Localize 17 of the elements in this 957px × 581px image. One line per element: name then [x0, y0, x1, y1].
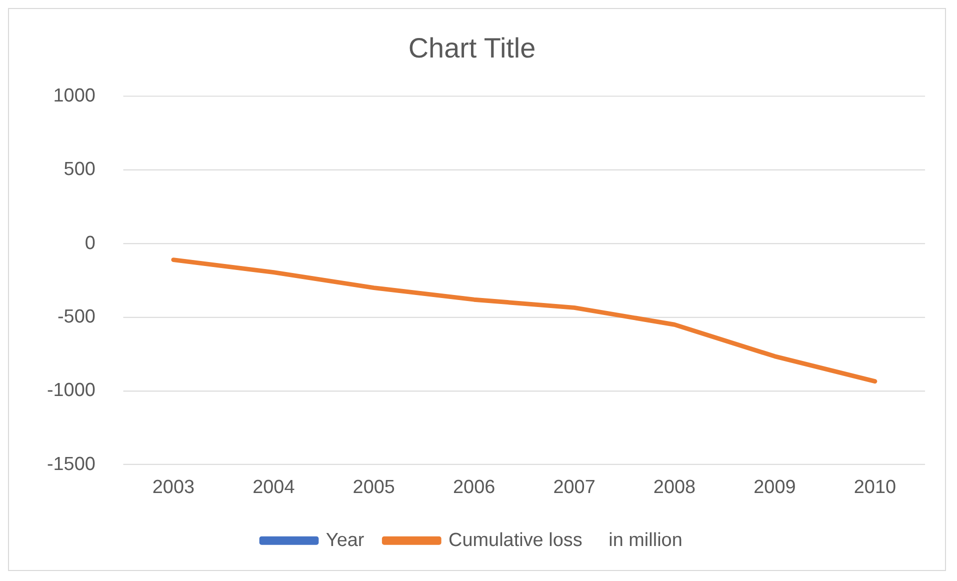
y-tick-label: -1000 — [46, 380, 96, 402]
y-tick-label: 500 — [64, 159, 96, 180]
legend-label: Year — [326, 530, 364, 551]
legend-label: Cumulative loss in million — [448, 530, 682, 551]
y-tick-label: -1500 — [46, 454, 96, 475]
x-tick-label: 2006 — [453, 477, 496, 498]
chart-title: Chart Title — [408, 32, 536, 64]
y-tick-label: 0 — [84, 232, 96, 254]
x-tick-label: 2008 — [653, 477, 696, 498]
y-tick-label: 1000 — [53, 86, 96, 106]
x-tick-label: 2004 — [252, 477, 295, 498]
x-tick-label: 2003 — [152, 477, 195, 498]
x-tick-label: 2009 — [754, 477, 796, 498]
x-tick-label: 2007 — [553, 477, 596, 498]
y-tick-label: -500 — [57, 306, 96, 328]
x-tick-label: 2005 — [352, 477, 395, 498]
x-tick-label: 2010 — [854, 477, 896, 498]
